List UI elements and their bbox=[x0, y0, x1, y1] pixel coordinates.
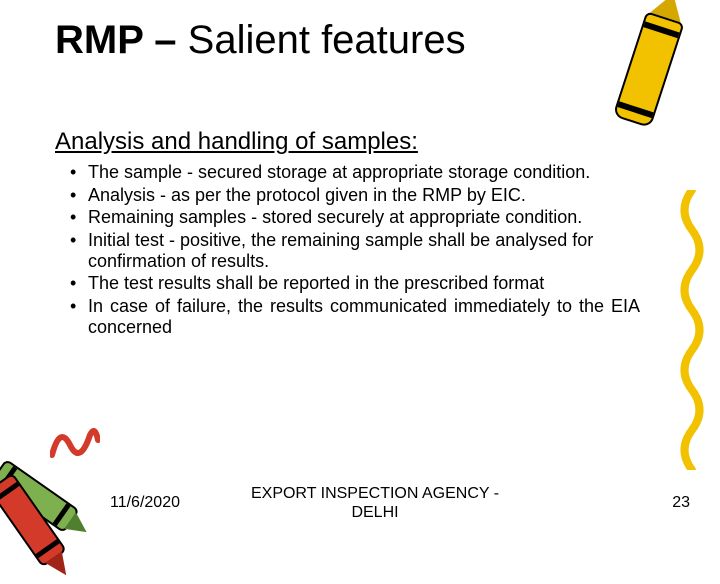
bullet-list: The sample - secured storage at appropri… bbox=[70, 162, 640, 340]
bullet-item: Remaining samples - stored securely at a… bbox=[70, 207, 640, 228]
bullet-item: The sample - secured storage at appropri… bbox=[70, 162, 640, 183]
bullet-item: The test results shall be reported in th… bbox=[70, 273, 640, 294]
squiggle-yellow-icon bbox=[672, 190, 712, 470]
subtitle: Analysis and handling of samples: bbox=[55, 128, 418, 156]
title-rest: Salient features bbox=[177, 18, 466, 62]
bullet-item: In case of failure, the results communic… bbox=[70, 296, 640, 337]
bullet-item: Analysis - as per the protocol given in … bbox=[70, 185, 640, 206]
footer-date: 11/6/2020 bbox=[110, 494, 180, 512]
bullet-item: Initial test - positive, the remaining s… bbox=[70, 230, 640, 271]
squiggle-red-icon bbox=[50, 420, 100, 460]
footer-page: 23 bbox=[672, 494, 690, 512]
crayon-yellow-icon bbox=[598, 0, 701, 146]
footer-agency: EXPORT INSPECTION AGENCY - DELHI bbox=[245, 485, 505, 522]
title-bold: RMP – bbox=[55, 18, 177, 62]
slide-title: RMP – Salient features bbox=[55, 18, 466, 63]
